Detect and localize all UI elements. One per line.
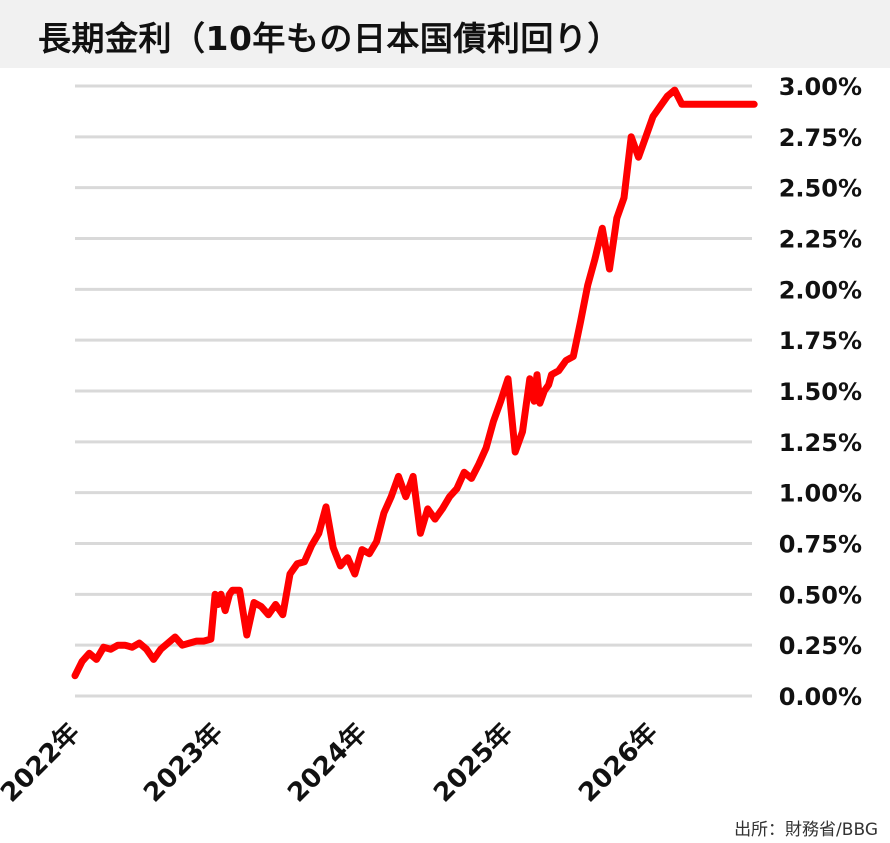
- y-tick-label: 2.75%: [779, 124, 862, 152]
- y-tick-label: 0.25%: [779, 632, 862, 660]
- y-tick-label: 0.75%: [779, 531, 862, 559]
- x-tick-label: 2023年: [137, 717, 228, 808]
- title-bar: 長期金利（10年もの日本国債利回り）: [0, 0, 890, 68]
- y-tick-label: 1.25%: [779, 429, 862, 457]
- y-tick-label: 2.25%: [779, 226, 862, 254]
- y-tick-label: 0.50%: [779, 581, 862, 609]
- series-layer: [71, 86, 758, 680]
- y-axis-tick-labels: 0.00% 0.25% 0.50% 0.75% 1.00% 1.25% 1.50% 1.75%…: [779, 73, 862, 711]
- y-tick-label: 1.50%: [779, 378, 862, 406]
- y-tick-label: 1.75%: [779, 327, 862, 355]
- series-line: [71, 86, 758, 680]
- x-tick-label: 2026年: [572, 717, 663, 808]
- x-axis-tick-labels: 2022年 2023年 2024年 2025年 2026年: [0, 717, 664, 808]
- x-tick-label: 2022年: [0, 717, 86, 808]
- chart-title: 長期金利（10年もの日本国債利回り）: [38, 19, 621, 58]
- x-tick-label: 2025年: [427, 717, 518, 808]
- x-tick-label: 2024年: [281, 717, 372, 808]
- y-tick-label: 0.00%: [779, 683, 862, 711]
- y-tick-label: 2.00%: [779, 276, 862, 304]
- y-tick-label: 1.00%: [779, 480, 862, 508]
- source-note: 出所：財務省/BBG: [734, 820, 878, 840]
- grid-lines: [75, 84, 752, 698]
- y-tick-label: 2.50%: [779, 175, 862, 203]
- y-tick-label: 3.00%: [779, 73, 862, 101]
